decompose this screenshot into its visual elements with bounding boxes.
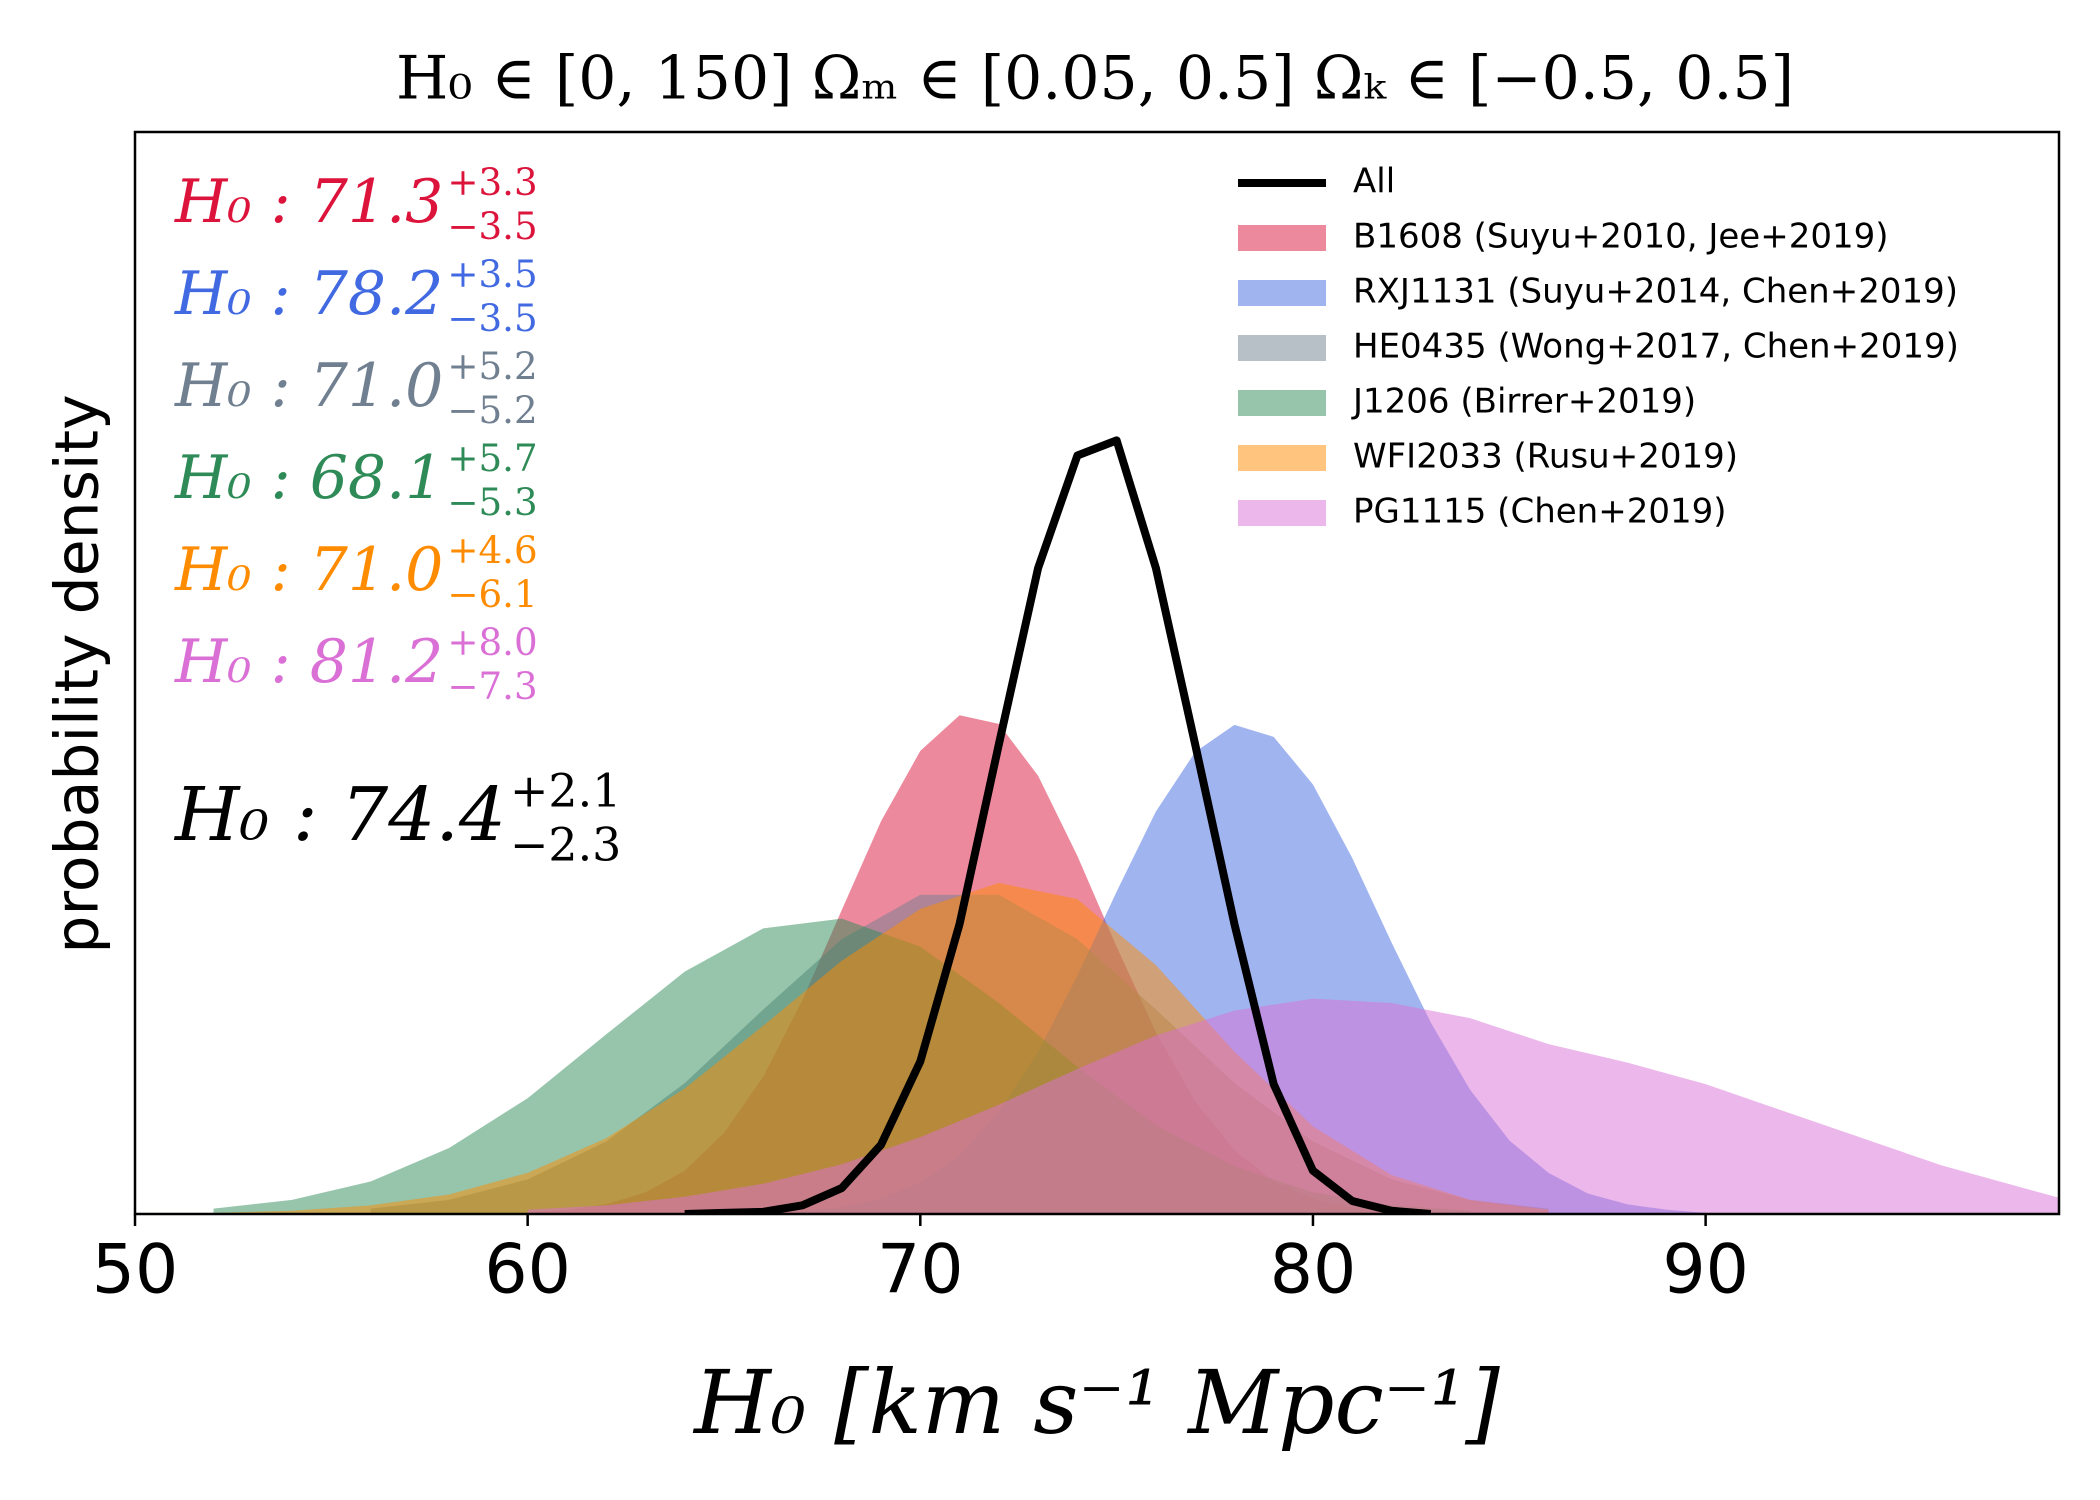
annotation-upper: +5.7 [447, 436, 537, 480]
annotation-upper: +3.3 [447, 160, 537, 204]
legend-label: WFI2033 (Rusu+2019) [1353, 437, 1738, 477]
h0-annotation: H₀ : 71.0 +5.2−5.2 [174, 344, 538, 432]
annotation-text: H₀ : 71.0 [174, 535, 443, 605]
annotation-lower: −7.3 [447, 664, 537, 708]
h0-annotation: H₀ : 81.2 +8.0−7.3 [174, 620, 538, 708]
annotation-text: H₀ : 71.0 [174, 351, 443, 421]
annotation-upper: +2.1 [510, 764, 621, 818]
annotation-text: H₀ : 78.2 [174, 259, 443, 329]
legend-swatch [1238, 335, 1326, 361]
density-line [684, 436, 1432, 1214]
x-tick-label: 50 [92, 1231, 179, 1310]
annotation-lower: −3.5 [447, 296, 537, 340]
annotation-lower: −3.5 [447, 204, 537, 248]
x-tick-label: 90 [1662, 1231, 1749, 1310]
annotation-lower: −6.1 [447, 572, 537, 616]
x-tick-label: 80 [1270, 1231, 1357, 1310]
annotation-upper: +4.6 [447, 528, 537, 572]
plot-frame [133, 130, 2061, 1216]
legend-swatch [1238, 225, 1326, 251]
legend-label: J1206 (Birrer+2019) [1351, 382, 1696, 422]
legend-label: All [1353, 162, 1395, 202]
x-tick-label: 70 [877, 1231, 964, 1310]
legend-label: RXJ1131 (Suyu+2014, Chen+2019) [1353, 272, 1958, 312]
legend-swatch [1238, 280, 1326, 306]
h0-annotation: H₀ : 78.2 +3.5−3.5 [174, 252, 538, 340]
annotation-text: H₀ : 74.4 [173, 772, 506, 858]
y-axis-label: probability density [43, 394, 113, 953]
annotation-lower: −5.3 [447, 480, 537, 524]
plot-area [135, 436, 2059, 1214]
annotation-lower: −5.2 [447, 388, 537, 432]
legend-swatch [1238, 500, 1326, 526]
legend-label: B1608 (Suyu+2010, Jee+2019) [1353, 217, 1889, 257]
x-axis-label: H₀ [km s⁻¹ Mpc⁻¹] [692, 1351, 1500, 1454]
h0-annotation: H₀ : 68.1 +5.7−5.3 [174, 436, 538, 524]
annotation-upper: +3.5 [447, 252, 537, 296]
legend-swatch [1238, 445, 1326, 471]
chart-title: H₀ ∈ [0, 150] Ωₘ ∈ [0.05, 0.5] Ωₖ ∈ [−0.… [396, 44, 1794, 114]
annotation-upper: +5.2 [447, 344, 537, 388]
annotation-text: H₀ : 71.3 [174, 167, 443, 237]
legend-swatch [1238, 390, 1326, 416]
legend-label: HE0435 (Wong+2017, Chen+2019) [1353, 327, 1959, 367]
h0-annotation: H₀ : 71.0 +4.6−6.1 [174, 528, 538, 616]
annotation-lower: −2.3 [510, 818, 621, 872]
annotation-text: H₀ : 68.1 [174, 443, 443, 513]
annotation-upper: +8.0 [447, 620, 537, 664]
h0-annotation: H₀ : 74.4 +2.1−2.3 [173, 764, 621, 872]
h0-annotation: H₀ : 71.3 +3.3−3.5 [174, 160, 538, 248]
annotation-text: H₀ : 81.2 [174, 627, 443, 697]
density-area [527, 998, 2059, 1214]
x-tick-label: 60 [484, 1231, 571, 1310]
legend-label: PG1115 (Chen+2019) [1353, 492, 1727, 532]
